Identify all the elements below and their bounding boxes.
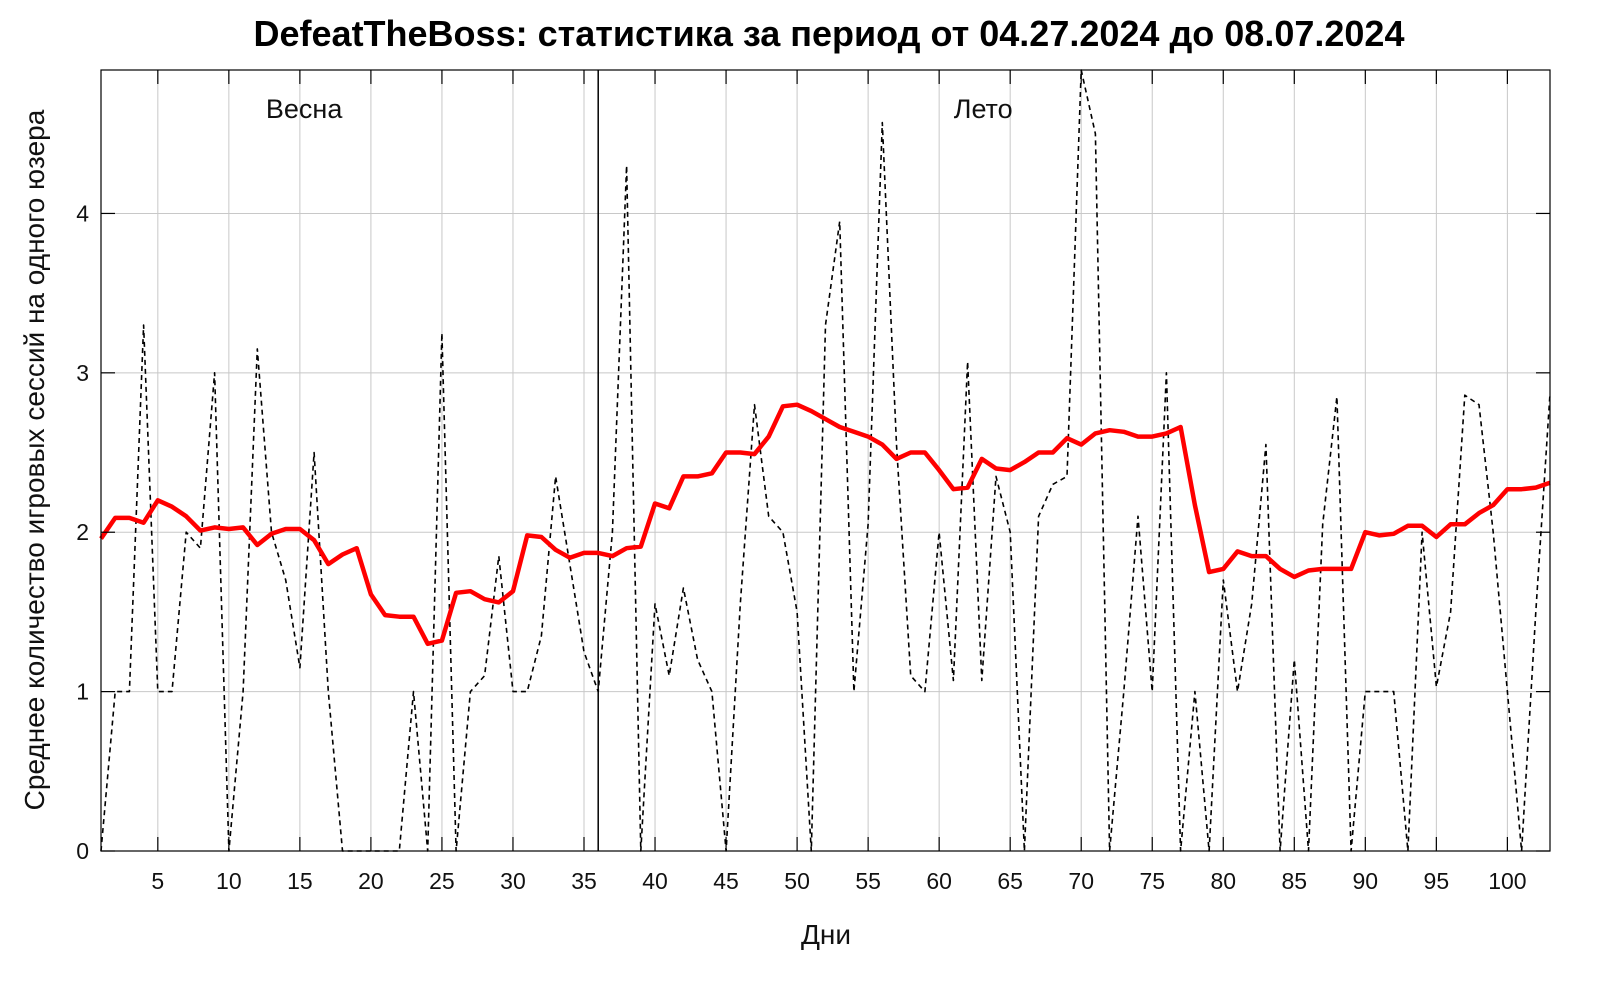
y-tick-label: 0	[76, 838, 89, 864]
y-axis-label: Среднее количество игровых сессий на одн…	[19, 109, 50, 810]
x-tick-label: 55	[855, 868, 881, 894]
x-tick-label: 45	[713, 868, 739, 894]
x-tick-label: 75	[1139, 868, 1165, 894]
grid	[101, 70, 1550, 851]
x-tick-label: 50	[784, 868, 810, 894]
x-tick-label: 30	[500, 868, 526, 894]
y-tick-label: 2	[76, 519, 89, 545]
x-tick-label: 25	[429, 868, 455, 894]
plot-frame	[100, 69, 1551, 852]
x-tick-label: 80	[1210, 868, 1236, 894]
x-tick-label: 40	[642, 868, 668, 894]
y-tick-label: 3	[76, 360, 89, 386]
x-tick-label: 10	[216, 868, 242, 894]
x-tick-label: 85	[1281, 868, 1307, 894]
y-tick-label: 1	[76, 679, 89, 705]
x-tick-label: 35	[571, 868, 597, 894]
x-axis-ticks: 5 10 15 20 25 30 35 40 45 50 55 60 65 70 75 80 85 90 95 100	[151, 70, 1527, 894]
season-label-spring: Весна	[266, 94, 343, 124]
x-tick-label: 70	[1068, 868, 1094, 894]
y-tick-label: 4	[76, 200, 89, 226]
series-layer	[99, 69, 1551, 852]
x-tick-label: 65	[997, 868, 1023, 894]
chart-title: DefeatTheBoss: статистика за период от 0…	[254, 13, 1405, 54]
x-tick-label: 100	[1488, 868, 1526, 894]
daily-sessions-line	[100, 69, 1551, 852]
y-axis-ticks: 0 1 2 3 4	[76, 200, 1550, 864]
x-tick-label: 90	[1353, 868, 1379, 894]
x-tick-label: 20	[358, 868, 384, 894]
x-tick-label: 60	[926, 868, 952, 894]
x-tick-label: 5	[151, 868, 164, 894]
x-axis-label: Дни	[801, 919, 851, 950]
season-label-summer: Лето	[954, 94, 1013, 124]
x-tick-label: 95	[1424, 868, 1450, 894]
moving-average-line	[99, 402, 1551, 647]
x-tick-label: 15	[287, 868, 313, 894]
